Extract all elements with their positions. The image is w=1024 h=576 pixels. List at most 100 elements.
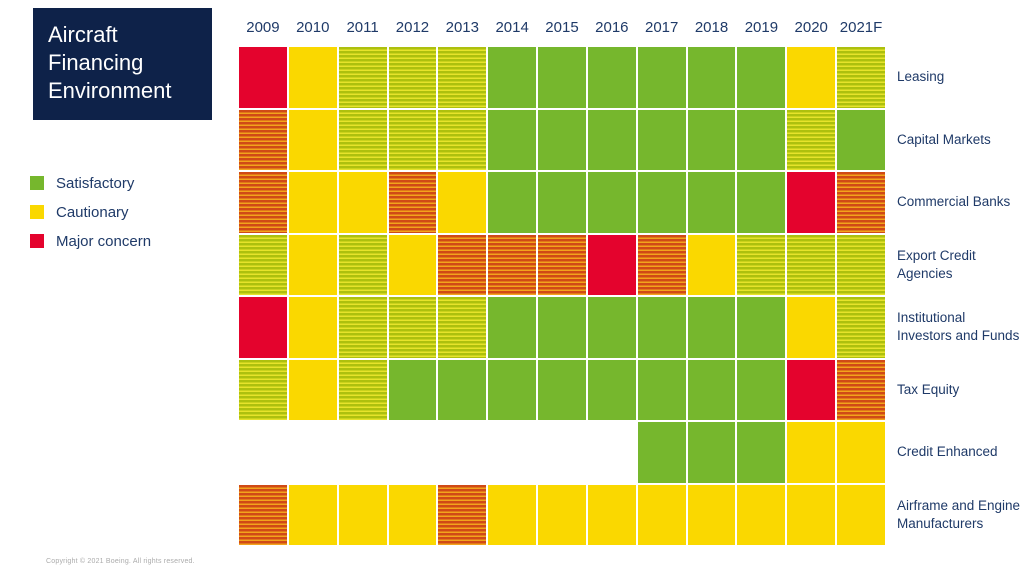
row-label: Commercial Banks bbox=[897, 194, 1011, 210]
heatmap-cell bbox=[388, 47, 437, 108]
heatmap-cell bbox=[737, 47, 786, 108]
heatmap-cell bbox=[288, 234, 337, 295]
heatmap-cell bbox=[587, 47, 636, 108]
heatmap-cell bbox=[288, 484, 337, 545]
year-label: 2020 bbox=[794, 19, 828, 36]
heatmap-cell bbox=[737, 297, 786, 358]
legend: Satisfactory Cautionary Major concern bbox=[30, 175, 151, 262]
heatmap-cell bbox=[787, 234, 836, 295]
heatmap-cell bbox=[687, 234, 736, 295]
heatmap-cell bbox=[538, 234, 586, 295]
heatmap-cell bbox=[837, 297, 885, 358]
heatmap-cell bbox=[488, 422, 536, 483]
heatmap-cell bbox=[538, 297, 586, 358]
legend-label: Cautionary bbox=[56, 203, 129, 221]
heatmap-cell bbox=[687, 297, 736, 358]
heatmap-cell bbox=[587, 172, 636, 233]
heatmap-cell bbox=[388, 484, 437, 545]
heatmap-cell bbox=[737, 234, 786, 295]
heatmap-cell bbox=[239, 422, 287, 483]
heatmap-cell bbox=[837, 484, 885, 545]
heatmap-cell bbox=[538, 359, 586, 420]
year-label: 2019 bbox=[744, 19, 779, 36]
heatmap-cell bbox=[637, 47, 686, 108]
heatmap-cell bbox=[488, 172, 537, 233]
heatmap-cell bbox=[438, 484, 487, 545]
year-label: 2017 bbox=[645, 19, 679, 36]
heatmap-cell bbox=[837, 47, 885, 108]
heatmap-cell bbox=[787, 172, 836, 233]
row-label: Export Credit Agencies bbox=[897, 247, 976, 281]
heatmap-cell bbox=[837, 172, 885, 233]
heatmap-cell bbox=[787, 484, 836, 545]
heatmap-cell bbox=[737, 172, 786, 233]
row-label: Tax Equity bbox=[897, 381, 960, 397]
heatmap-cell bbox=[687, 359, 736, 420]
heatmap-cell bbox=[837, 109, 885, 170]
heatmap-cell bbox=[687, 47, 736, 108]
row-label: Airframe and Engine Manufacturers bbox=[897, 497, 1021, 531]
cautionary-swatch-icon bbox=[30, 205, 44, 219]
year-label: 2015 bbox=[545, 19, 579, 36]
heatmap-cell bbox=[587, 234, 636, 295]
heatmap-cell bbox=[438, 109, 487, 170]
heatmap-cell bbox=[538, 172, 586, 233]
heatmap-grid bbox=[239, 47, 885, 545]
copyright-text: Copyright © 2021 Boeing. All rights rese… bbox=[46, 558, 195, 565]
heatmap-cell bbox=[538, 109, 586, 170]
heatmap-cell bbox=[438, 297, 487, 358]
year-label: 2009 bbox=[246, 19, 280, 36]
heatmap-cell bbox=[687, 422, 736, 483]
year-label: 2018 bbox=[694, 19, 729, 36]
heatmap-cell bbox=[288, 359, 337, 420]
heatmap-cell bbox=[438, 47, 487, 108]
year-label: 2013 bbox=[445, 19, 479, 36]
heatmap-cell bbox=[587, 297, 636, 358]
heatmap-cell bbox=[587, 484, 636, 545]
heatmap-cell bbox=[637, 172, 686, 233]
heatmap-cell bbox=[637, 234, 686, 295]
heatmap-cell bbox=[837, 234, 885, 295]
legend-label: Satisfactory bbox=[56, 174, 135, 192]
heatmap-cell bbox=[338, 47, 387, 108]
year-label: 2012 bbox=[395, 19, 430, 36]
heatmap-cell bbox=[239, 47, 287, 108]
heatmap-cell bbox=[338, 172, 387, 233]
row-label: Capital Markets bbox=[897, 131, 991, 147]
heatmap-cell bbox=[787, 109, 836, 170]
heatmap-cell bbox=[637, 422, 686, 483]
heatmap-cell bbox=[737, 359, 786, 420]
heatmap-cell bbox=[338, 234, 387, 295]
heatmap-cell bbox=[538, 484, 586, 545]
heatmap-cell bbox=[488, 109, 537, 170]
heatmap-cell bbox=[687, 172, 736, 233]
row-label: Institutional Investors and Funds bbox=[897, 310, 1020, 344]
heatmap-cell bbox=[388, 109, 437, 170]
year-label: 2014 bbox=[495, 19, 529, 36]
heatmap-cell bbox=[239, 172, 287, 233]
heatmap-cell bbox=[637, 359, 686, 420]
legend-item-cautionary: Cautionary bbox=[30, 203, 151, 221]
satisfactory-swatch-icon bbox=[30, 176, 44, 190]
page-title: Aircraft Financing Environment bbox=[33, 8, 212, 120]
heatmap-cell bbox=[538, 422, 586, 483]
heatmap-cell bbox=[737, 484, 786, 545]
heatmap-cell bbox=[538, 47, 586, 108]
heatmap-cell bbox=[239, 109, 287, 170]
heatmap-cell bbox=[288, 297, 337, 358]
legend-item-satisfactory: Satisfactory bbox=[30, 174, 151, 192]
heatmap-cell bbox=[787, 359, 836, 420]
heatmap-cell bbox=[787, 47, 836, 108]
heatmap-cell bbox=[338, 297, 387, 358]
heatmap-cell bbox=[488, 359, 537, 420]
heatmap-cell bbox=[588, 422, 636, 483]
heatmap-cell bbox=[339, 422, 387, 483]
heatmap-cell bbox=[288, 109, 337, 170]
major-concern-swatch-icon bbox=[30, 234, 44, 248]
heatmap-cell bbox=[288, 47, 337, 108]
heatmap-cell bbox=[438, 422, 486, 483]
heatmap-cell bbox=[787, 422, 836, 483]
year-label: 2011 bbox=[346, 19, 379, 36]
heatmap-cell bbox=[687, 109, 736, 170]
